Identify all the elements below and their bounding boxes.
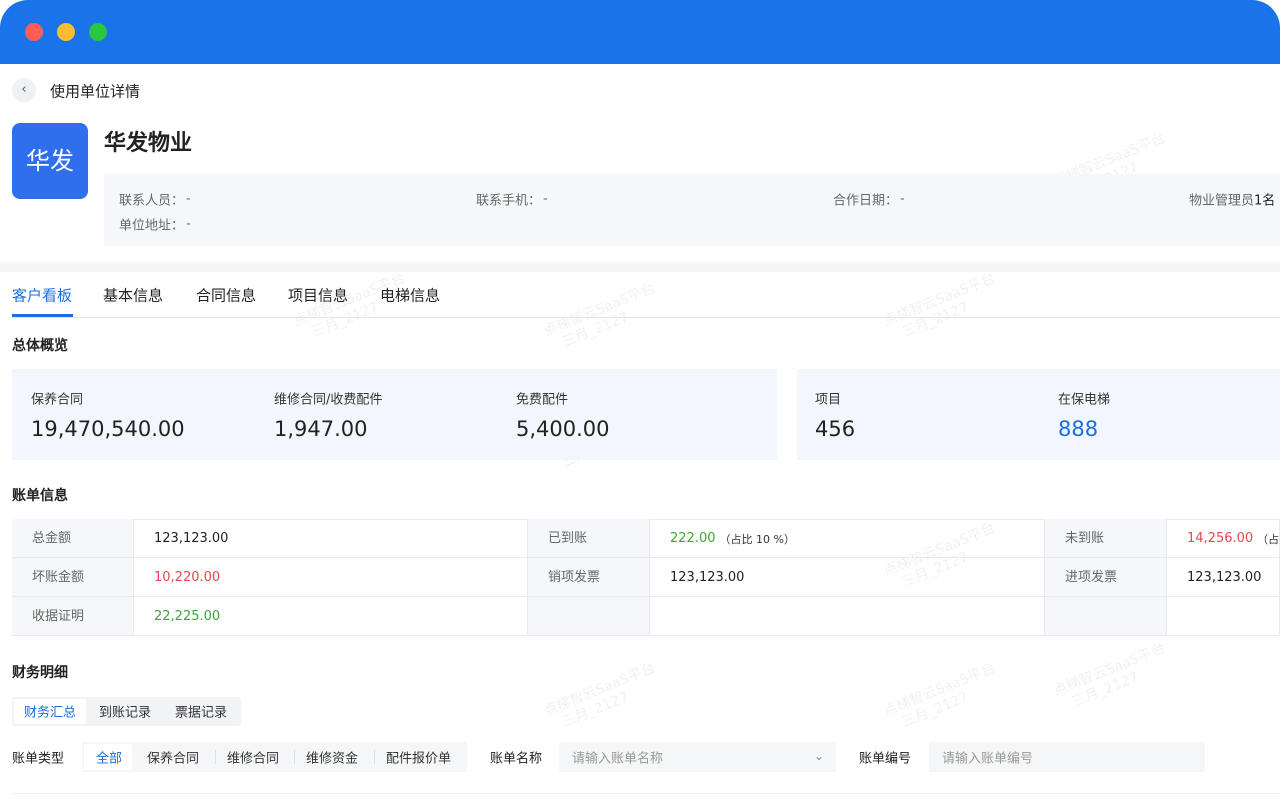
stat-value: 19,470,540.00 — [31, 417, 185, 441]
chip-separator — [374, 750, 375, 764]
stat-box — [797, 369, 1280, 460]
stat-value: 1,947.00 — [274, 417, 368, 441]
stat-label: 免费配件 — [516, 392, 569, 408]
filter-label: 账单名称 — [490, 751, 543, 767]
avatar: 华发 — [12, 123, 88, 199]
select-input[interactable] — [559, 742, 836, 772]
bill-label-cell — [528, 597, 650, 636]
tab-border — [12, 317, 1280, 318]
filter-label: 账单编号 — [859, 751, 912, 767]
chevron: ⌄ — [814, 749, 825, 763]
field-label: 联系人员： — [119, 193, 185, 209]
segment[interactable]: 到账记录 — [99, 705, 152, 721]
minimize-dot[interactable] — [57, 23, 75, 41]
maximize-dot[interactable] — [89, 23, 107, 41]
bill-label-cell: 坏账金额 — [12, 558, 134, 597]
stat-label: 在保电梯 — [1058, 392, 1111, 408]
filter-label: 账单类型 — [12, 751, 65, 767]
field-label: 联系手机： — [476, 193, 542, 209]
stat-label: 保养合同 — [31, 392, 84, 408]
bill-value-cell: 222.00 — [650, 519, 1045, 558]
type-chip[interactable]: 保养合同 — [147, 751, 200, 767]
close-dot[interactable] — [25, 23, 43, 41]
bill-label-cell: 销项发票 — [528, 558, 650, 597]
placeholder: 请输入账单编号 — [942, 751, 1034, 767]
stat-value: 456 — [815, 417, 856, 441]
divider — [0, 262, 1280, 272]
type-chip[interactable]: 配件报价单 — [386, 751, 452, 767]
tab[interactable]: 项目信息 — [288, 286, 349, 305]
bill-label-cell: 总金额 — [12, 519, 134, 558]
stat-value: 888 — [1058, 417, 1099, 441]
bill-value-cell: 123,123.00 — [134, 519, 528, 558]
bill-label-cell: 未到账 — [1045, 519, 1167, 558]
segment-active — [14, 699, 86, 724]
bill-label-cell: 已到账 — [528, 519, 650, 558]
divider — [12, 793, 1280, 794]
type-chip[interactable]: 维修资金 — [306, 751, 359, 767]
tab[interactable]: 合同信息 — [196, 286, 257, 305]
section-title: 总体概览 — [12, 338, 68, 354]
bill-value-cell: 22,225.00 — [134, 597, 528, 636]
bill-note: （占比 10 %） — [719, 532, 795, 546]
type-chip[interactable]: 维修合同 — [227, 751, 280, 767]
chip-separator — [294, 750, 295, 764]
type-active — [84, 744, 132, 770]
chip-separator — [215, 750, 216, 764]
stat-box — [12, 369, 777, 460]
section-title: 财务明细 — [12, 665, 68, 681]
segment[interactable]: 财务汇总 — [24, 705, 77, 721]
info-box — [104, 174, 1280, 246]
section-title: 账单信息 — [12, 488, 68, 504]
type-group — [82, 742, 467, 772]
field-value: 1名 — [1254, 193, 1276, 209]
tab[interactable]: 电梯信息 — [380, 286, 441, 305]
company-name: 华发物业 — [104, 131, 193, 156]
bill-value-cell: 123,123.00 — [650, 558, 1045, 597]
field-value: - — [186, 191, 191, 207]
type-chip[interactable]: 全部 — [96, 751, 123, 767]
bill-value-cell — [1167, 597, 1280, 636]
bill-value-cell: 10,220.00 — [134, 558, 528, 597]
bill-label-cell — [1045, 597, 1167, 636]
text-input[interactable] — [929, 742, 1205, 772]
bill-label-cell: 收据证明 — [12, 597, 134, 636]
tab[interactable]: 基本信息 — [103, 286, 164, 305]
field-label: 物业管理员 — [1189, 193, 1255, 209]
tab-indicator — [12, 314, 73, 317]
field-label: 合作日期： — [833, 193, 899, 209]
bill-label-cell: 进项发票 — [1045, 558, 1167, 597]
tab[interactable]: 客户看板 — [12, 286, 73, 305]
stat-label: 维修合同/收费配件 — [274, 392, 383, 408]
page-title: 使用单位详情 — [50, 82, 141, 101]
window-bar — [0, 0, 1280, 64]
field-value: - — [900, 191, 905, 207]
back-button[interactable]: ‹ — [12, 78, 36, 102]
field-label: 单位地址： — [119, 218, 185, 234]
segment[interactable]: 票据记录 — [175, 705, 228, 721]
field-value: - — [543, 191, 548, 207]
bill-value-cell — [650, 597, 1045, 636]
stat-label: 项目 — [815, 392, 842, 408]
bill-value-cell: 123,123.00 — [1167, 558, 1280, 597]
stat-value: 5,400.00 — [516, 417, 610, 441]
field-value: - — [186, 216, 191, 232]
placeholder: 请输入账单名称 — [572, 751, 664, 767]
bill-note: （占比 — [1257, 532, 1280, 546]
